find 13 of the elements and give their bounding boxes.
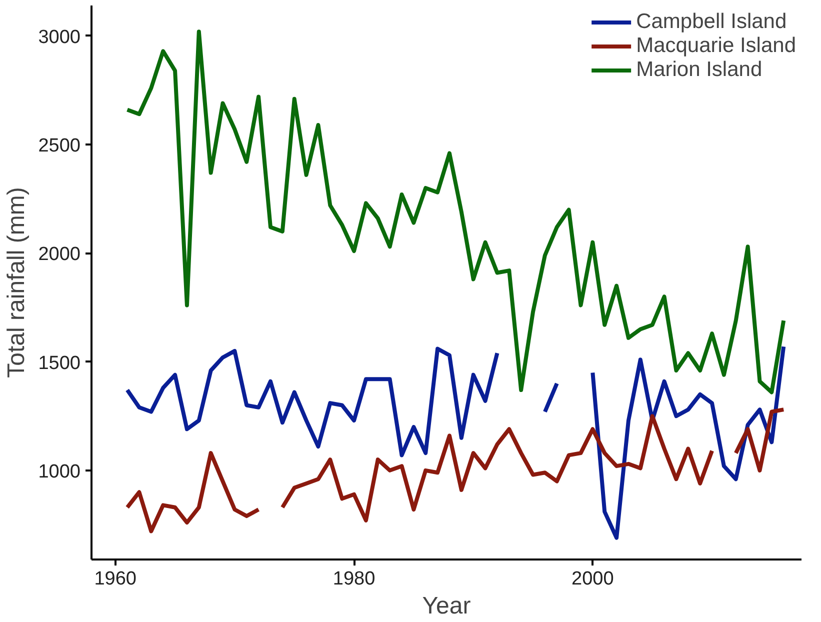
x-axis-title: Year	[422, 592, 471, 620]
y-tick-label: 2000	[38, 244, 81, 266]
legend-label: Marion Island	[636, 58, 762, 82]
y-tick-label: 3000	[38, 26, 81, 48]
y-tick-label: 1000	[38, 461, 81, 482]
y-tick-label: 2500	[38, 136, 81, 157]
y-axis-title: Total rainfall (mm)	[3, 187, 30, 378]
legend-label: Macquarie Island	[636, 34, 796, 58]
x-tick-label: 2000	[572, 568, 614, 590]
x-tick-label: 1960	[94, 568, 137, 590]
legend-label: Campbell Island	[636, 10, 787, 34]
x-tick-label: 1980	[332, 568, 376, 590]
y-tick-label: 1500	[38, 352, 81, 374]
